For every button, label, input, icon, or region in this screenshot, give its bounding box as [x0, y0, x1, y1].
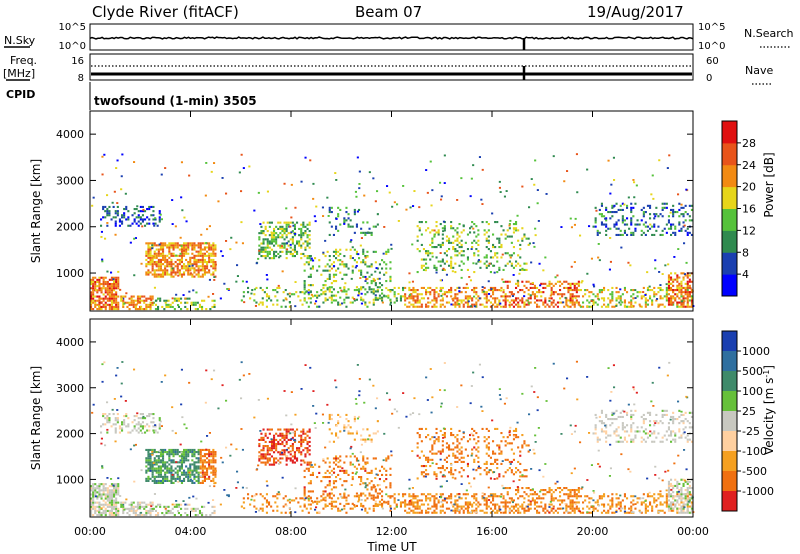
- cpid-text: twofsound (1-min) 3505: [94, 94, 257, 108]
- colorbar-tick: 12: [742, 224, 756, 237]
- colorbar-tick: 500: [742, 365, 763, 378]
- velocity-yaxis: 1000 2000 3000 4000: [56, 336, 693, 486]
- ytick-label: 4000: [56, 336, 84, 349]
- nsky-panel: N.Sky 10^5 10^0 10^5 10^0 N.Search: [4, 22, 794, 52]
- colorbar-tick: 8: [742, 246, 749, 259]
- velocity-colorbar-label: Velocity [m s-1]: [762, 365, 776, 455]
- cpid-panel: CPID twofsound (1-min) 3505: [6, 82, 257, 110]
- nsearch-label: N.Search: [744, 27, 794, 40]
- colorbar-tick: 100: [742, 385, 763, 398]
- xtick-label: 08:00: [275, 525, 307, 538]
- velocity-colorbar: 1000 500 100 25 -25 -100 -500 -1000: [721, 330, 774, 512]
- colorbar-tick: -25: [742, 425, 760, 438]
- nsearch-tick-top: 10^5: [698, 22, 725, 33]
- power-yaxis: 1000 2000 3000 4000: [56, 128, 693, 280]
- xtick-label: 16:00: [476, 525, 508, 538]
- colorbar-tick: -1000: [742, 485, 774, 498]
- velocity-ylabel: Slant Range [km]: [29, 366, 43, 470]
- xtick-label: 00:00: [74, 525, 106, 538]
- colorbar-tick: 24: [742, 159, 756, 172]
- cpid-label: CPID: [6, 88, 35, 101]
- colorbar-tick: 25: [742, 405, 756, 418]
- power-ylabel: Slant Range [km]: [29, 159, 43, 263]
- ytick-label: 3000: [56, 174, 84, 187]
- freq-tick-bottom: 8: [78, 73, 84, 84]
- ytick-label: 2000: [56, 221, 84, 234]
- velocity-data-cells: [90, 360, 695, 517]
- nave-label: Nave: [745, 64, 773, 77]
- freq-tick-top: 16: [71, 56, 84, 67]
- colorbar-tick: 4: [742, 268, 749, 281]
- power-colorbar: 4 8 12 16 20 24 28: [721, 120, 756, 297]
- colorbar-tick: 16: [742, 203, 756, 216]
- nsky-tick-bottom: 10^0: [59, 41, 86, 52]
- colorbar-tick: 1000: [742, 345, 770, 358]
- xtick-label: 04:00: [175, 525, 207, 538]
- colorbar-tick: 28: [742, 137, 756, 150]
- xaxis-label: Time UT: [366, 540, 417, 554]
- station-title: Clyde River (fitACF): [92, 3, 239, 21]
- nsky-tick-top: 10^5: [59, 22, 86, 33]
- velocity-panel: 1000 2000 3000 4000 Slant Range [km] 1000 50…: [29, 318, 776, 518]
- freq-label: Freq.: [10, 54, 37, 67]
- ytick-label: 1000: [56, 473, 84, 486]
- beam-title: Beam 07: [355, 3, 422, 21]
- colorbar-tick: -500: [742, 465, 767, 478]
- colorbar-tick: -100: [742, 445, 767, 458]
- ytick-label: 4000: [56, 128, 84, 141]
- power-colorbar-label: Power [dB]: [762, 152, 776, 217]
- freq-unit: [MHz]: [3, 67, 35, 80]
- date-title: 19/Aug/2017: [587, 3, 684, 21]
- nsearch-tick-bottom: 10^0: [698, 41, 725, 52]
- power-data-cells: [90, 153, 695, 311]
- nave-tick-bottom: 0: [706, 73, 712, 84]
- ytick-label: 2000: [56, 428, 84, 441]
- nsky-label: N.Sky: [4, 34, 36, 47]
- xtick-label: 00:00: [677, 525, 709, 538]
- nsky-line: [89, 36, 694, 40]
- xtick-label: 20:00: [577, 525, 609, 538]
- ytick-label: 1000: [56, 267, 84, 280]
- nave-tick-top: 60: [706, 56, 719, 67]
- xtick-label: 12:00: [376, 525, 408, 538]
- power-panel: 1000 2000 3000 4000 Slant Range [km] 4 8 12 16…: [29, 110, 776, 312]
- time-axis: 00:00 04:00 08:00 12:00 16:00 20:00 00:00: [74, 111, 709, 538]
- ytick-label: 3000: [56, 382, 84, 395]
- colorbar-tick: 20: [742, 181, 756, 194]
- freq-panel: Freq. [MHz] 16 8 60 0 Nave: [3, 53, 773, 85]
